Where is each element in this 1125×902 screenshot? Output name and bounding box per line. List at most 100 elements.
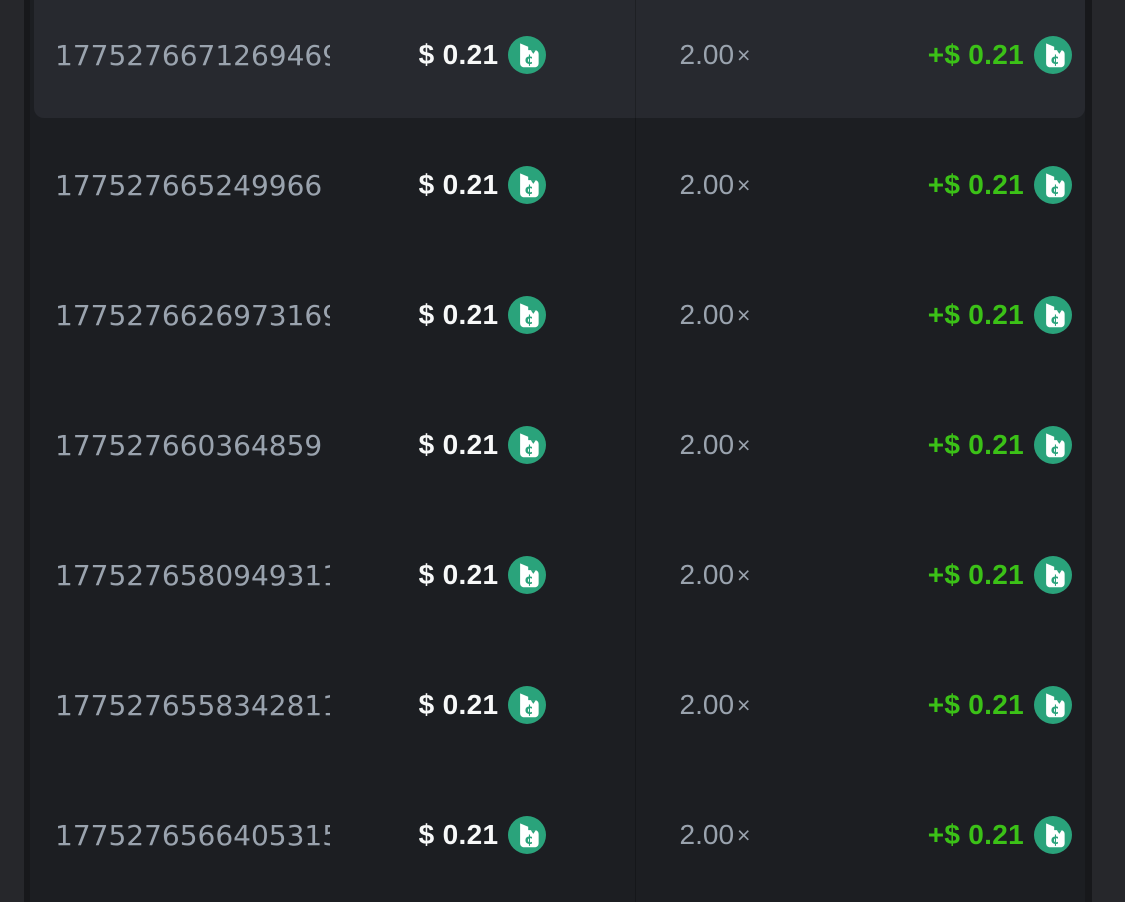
bet-amount-cell: $ 0.21 ¢ <box>330 426 635 464</box>
multiply-sign: × <box>737 431 751 458</box>
multiply-sign: × <box>737 561 751 588</box>
bcd-coin-icon: ¢ <box>508 686 547 724</box>
bet-id: 177527660364859 <box>55 428 323 462</box>
payout-amount: +$ 0.21 <box>927 39 1024 70</box>
bet-amount-cell: $ 0.21 ¢ <box>330 296 635 334</box>
multiply-sign: × <box>737 821 751 848</box>
payout-cell: +$ 0.21 ¢ <box>795 426 1085 464</box>
multiplier-value: 2.00 <box>679 299 735 330</box>
svg-text:¢: ¢ <box>525 832 535 848</box>
bcd-coin-icon: ¢ <box>1034 426 1072 464</box>
payout-amount: +$ 0.21 <box>927 819 1024 850</box>
multiply-sign: × <box>737 301 751 328</box>
bet-amount: $ 0.21 <box>418 429 499 460</box>
bet-amount-cell: $ 0.21 ¢ <box>330 166 635 204</box>
bcd-coin-icon: ¢ <box>508 296 547 334</box>
bet-id: 1775276558342811 <box>55 688 330 722</box>
bet-amount: $ 0.21 <box>418 169 499 200</box>
bet-amount-cell: $ 0.21 ¢ <box>330 816 635 854</box>
multiply-sign: × <box>737 691 751 718</box>
bcd-coin-icon: ¢ <box>508 426 547 464</box>
bet-id-cell: 1775276558342811 <box>30 689 330 722</box>
svg-text:¢: ¢ <box>525 572 535 588</box>
bet-history-panel: 1775276671269469 $ 0.21 ¢ 2.00 × +$ 0.21… <box>24 0 1092 902</box>
bet-amount: $ 0.21 <box>418 819 499 850</box>
bcd-coin-icon: ¢ <box>1034 686 1072 724</box>
bet-id-cell: 1775276626973169 <box>30 299 330 332</box>
payout-cell: +$ 0.21 ¢ <box>795 36 1085 74</box>
bet-row[interactable]: 1775276626973169 $ 0.21 ¢ 2.00 × +$ 0.21… <box>30 250 1085 380</box>
multiplier-value: 2.00 <box>679 169 735 200</box>
svg-text:¢: ¢ <box>1050 832 1060 848</box>
bcd-coin-icon: ¢ <box>1034 166 1072 204</box>
bet-id: 1775276671269469 <box>55 38 330 72</box>
bet-id-cell: 1775276671269469 <box>30 39 330 72</box>
payout-cell: +$ 0.21 ¢ <box>795 816 1085 854</box>
bcd-coin-icon: ¢ <box>1034 296 1072 334</box>
bet-amount: $ 0.21 <box>418 689 499 720</box>
bcd-coin-icon: ¢ <box>1034 816 1072 854</box>
multiplier-cell: 2.00 × <box>635 559 795 591</box>
svg-text:¢: ¢ <box>1050 702 1060 718</box>
bet-amount: $ 0.21 <box>418 559 499 590</box>
payout-amount: +$ 0.21 <box>927 559 1024 590</box>
payout-cell: +$ 0.21 ¢ <box>795 556 1085 594</box>
bet-amount: $ 0.21 <box>418 299 499 330</box>
multiply-sign: × <box>737 171 751 198</box>
multiplier-cell: 2.00 × <box>635 169 795 201</box>
payout-cell: +$ 0.21 ¢ <box>795 296 1085 334</box>
payout-cell: +$ 0.21 ¢ <box>795 166 1085 204</box>
bet-row[interactable]: 1775276566405315 $ 0.21 ¢ 2.00 × +$ 0.21… <box>30 770 1085 900</box>
svg-text:¢: ¢ <box>525 442 535 458</box>
payout-amount: +$ 0.21 <box>927 169 1024 200</box>
bet-id: 177527665249966 <box>55 168 323 202</box>
payout-cell: +$ 0.21 ¢ <box>795 686 1085 724</box>
svg-text:¢: ¢ <box>1050 442 1060 458</box>
svg-text:¢: ¢ <box>1050 52 1060 68</box>
payout-amount: +$ 0.21 <box>927 689 1024 720</box>
multiplier-value: 2.00 <box>679 559 735 590</box>
bet-id-cell: 177527660364859 <box>30 429 330 462</box>
bet-row[interactable]: 1775276558342811 $ 0.21 ¢ 2.00 × +$ 0.21… <box>30 640 1085 770</box>
bet-row[interactable]: 1775276580949311 $ 0.21 ¢ 2.00 × +$ 0.21… <box>30 510 1085 640</box>
bet-row[interactable]: 1775276671269469 $ 0.21 ¢ 2.00 × +$ 0.21… <box>30 0 1085 120</box>
multiplier-cell: 2.00 × <box>635 39 795 71</box>
multiplier-cell: 2.00 × <box>635 689 795 721</box>
multiplier-value: 2.00 <box>679 689 735 720</box>
bet-id: 1775276580949311 <box>55 558 330 592</box>
multiply-sign: × <box>737 41 751 68</box>
bet-id: 1775276626973169 <box>55 298 330 332</box>
multiplier-cell: 2.00 × <box>635 299 795 331</box>
svg-text:¢: ¢ <box>525 182 535 198</box>
bet-id-cell: 1775276566405315 <box>30 819 330 852</box>
svg-text:¢: ¢ <box>525 702 535 718</box>
payout-amount: +$ 0.21 <box>927 429 1024 460</box>
bcd-coin-icon: ¢ <box>508 36 547 74</box>
bet-row[interactable]: 177527660364859 $ 0.21 ¢ 2.00 × +$ 0.21 … <box>30 380 1085 510</box>
svg-text:¢: ¢ <box>525 312 535 328</box>
bet-amount: $ 0.21 <box>418 39 499 70</box>
bet-row[interactable]: 177527665249966 $ 0.21 ¢ 2.00 × +$ 0.21 … <box>30 120 1085 250</box>
multiplier-cell: 2.00 × <box>635 429 795 461</box>
svg-text:¢: ¢ <box>1050 572 1060 588</box>
multiplier-value: 2.00 <box>679 39 735 70</box>
bet-amount-cell: $ 0.21 ¢ <box>330 36 635 74</box>
svg-text:¢: ¢ <box>1050 182 1060 198</box>
column-group-divider <box>635 0 636 902</box>
bet-id: 1775276566405315 <box>55 818 330 852</box>
bcd-coin-icon: ¢ <box>1034 36 1072 74</box>
payout-amount: +$ 0.21 <box>927 299 1024 330</box>
bcd-coin-icon: ¢ <box>508 816 547 854</box>
multiplier-value: 2.00 <box>679 819 735 850</box>
multiplier-cell: 2.00 × <box>635 819 795 851</box>
bet-amount-cell: $ 0.21 ¢ <box>330 556 635 594</box>
bcd-coin-icon: ¢ <box>508 166 547 204</box>
bet-id-cell: 1775276580949311 <box>30 559 330 592</box>
multiplier-value: 2.00 <box>679 429 735 460</box>
svg-text:¢: ¢ <box>525 52 535 68</box>
bet-rows-list: 1775276671269469 $ 0.21 ¢ 2.00 × +$ 0.21… <box>30 0 1085 900</box>
bet-amount-cell: $ 0.21 ¢ <box>330 686 635 724</box>
bcd-coin-icon: ¢ <box>1034 556 1072 594</box>
bcd-coin-icon: ¢ <box>508 556 547 594</box>
svg-text:¢: ¢ <box>1050 312 1060 328</box>
